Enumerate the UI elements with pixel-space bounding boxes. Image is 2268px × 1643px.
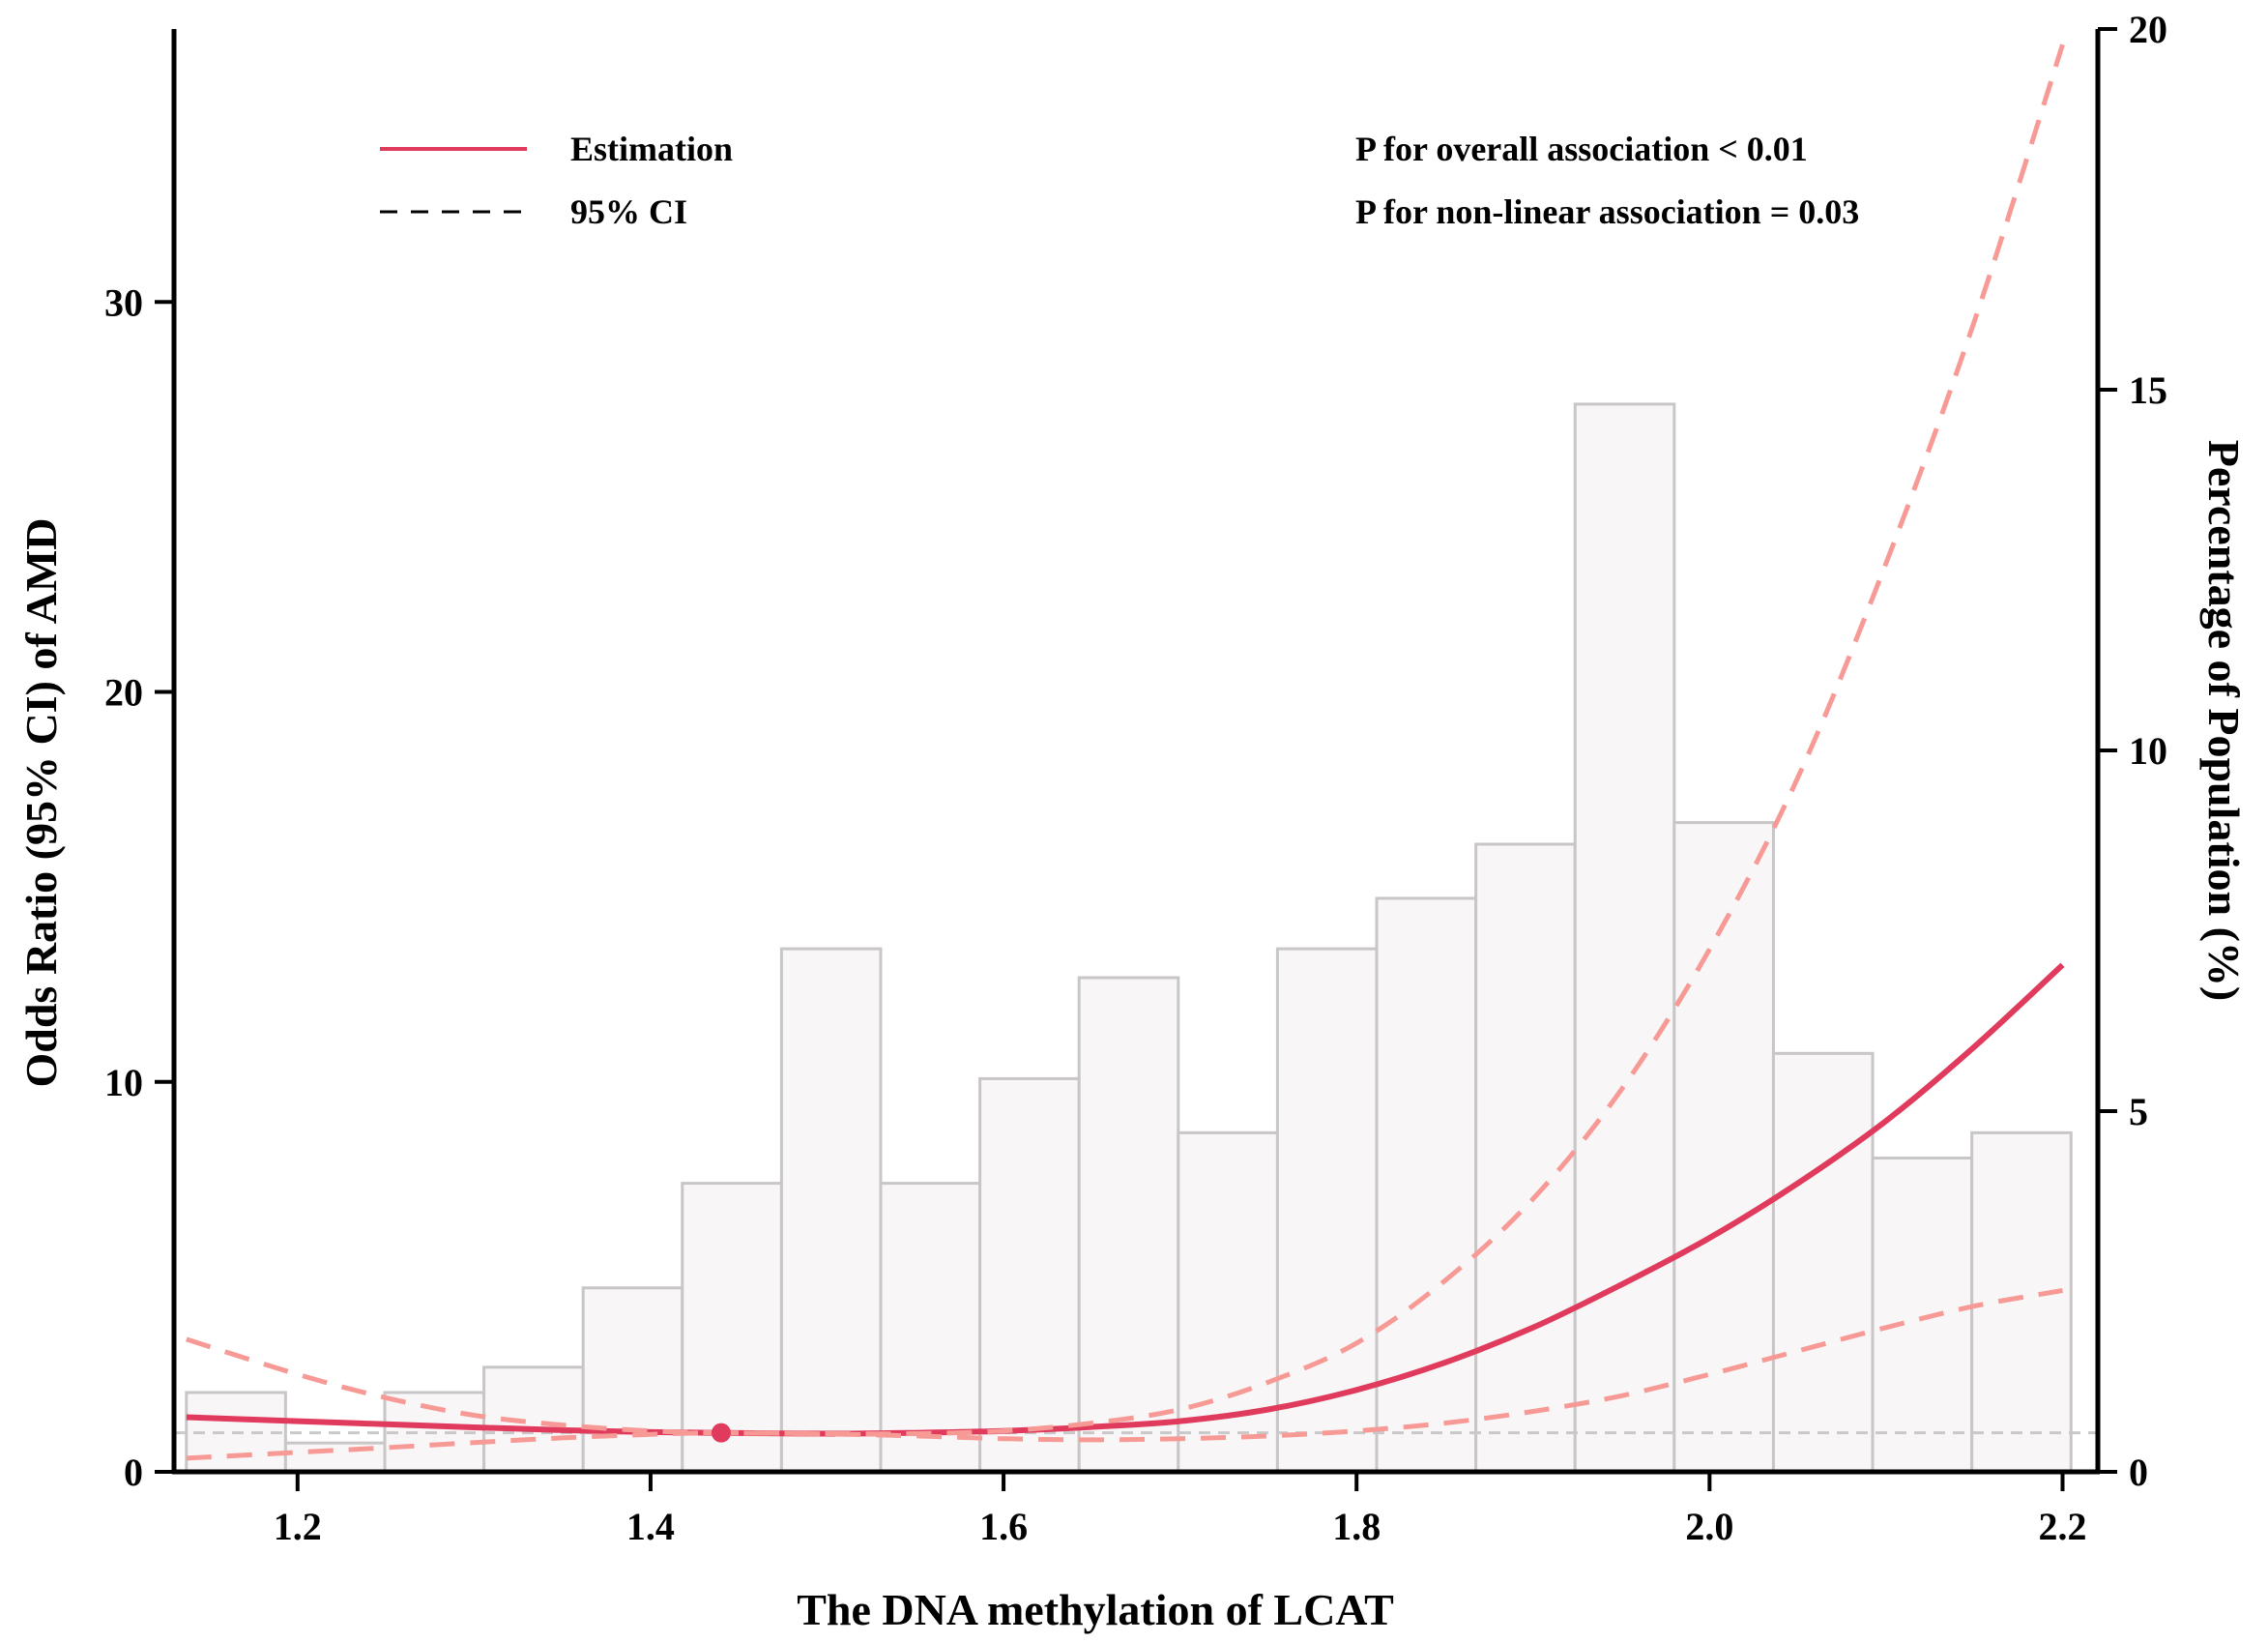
histogram-bar	[681, 1182, 783, 1474]
y2-tick-label: 5	[2129, 1090, 2148, 1133]
histogram-bar	[1771, 1051, 1875, 1474]
histogram-bar	[1275, 947, 1379, 1474]
y-tick-label: 30	[104, 280, 143, 324]
y-axis-title: Odds Ratio (95% CI) of AMD	[16, 517, 66, 1087]
ticks-group: 1.2 1.4 1.6 1.8 2.0 2.2 0 10 20 30 0 5 10 15 20	[104, 8, 2167, 1548]
y2-tick-label: 0	[2129, 1451, 2148, 1494]
annotation-nonlinear-p: P for non-linear association = 0.03	[1355, 192, 1859, 231]
x-tick-label: 2.0	[1685, 1505, 1733, 1548]
histogram-bar	[1375, 896, 1478, 1474]
x-tick-label: 1.6	[979, 1505, 1028, 1548]
x-tick-label: 1.8	[1332, 1505, 1381, 1548]
histogram-bars	[185, 402, 2073, 1474]
histogram-bar	[1970, 1130, 2073, 1474]
histogram-bar	[779, 947, 883, 1474]
legend: Estimation 95% CI	[380, 130, 733, 231]
reference-point	[711, 1423, 731, 1443]
x-axis-title: The DNA methylation of LCAT	[797, 1585, 1394, 1634]
annotation-overall-p: P for overall association < 0.01	[1355, 130, 1808, 168]
y2-tick-label: 20	[2129, 8, 2167, 51]
y-tick-label: 10	[104, 1061, 143, 1104]
x-tick-label: 1.4	[626, 1505, 675, 1548]
y-tick-label: 0	[124, 1451, 143, 1494]
histogram-bar	[482, 1365, 585, 1474]
estimation-curve	[186, 962, 2065, 1437]
histogram-bar	[879, 1182, 982, 1474]
histogram-bar	[1077, 976, 1180, 1474]
y-tick-label: 20	[104, 671, 143, 715]
legend-estimation-label: Estimation	[570, 130, 733, 168]
x-tick-label: 1.2	[274, 1505, 322, 1548]
histogram-bar	[1573, 402, 1676, 1474]
lower-ci-curve	[186, 1288, 2063, 1461]
y2-tick-label: 10	[2129, 729, 2167, 773]
legend-ci-label: 95% CI	[570, 192, 687, 231]
y2-axis-title: Percentage of Population (%)	[2199, 440, 2249, 1001]
histogram-bar	[1871, 1156, 1974, 1474]
histogram-bar	[1474, 842, 1577, 1474]
histogram-bar	[581, 1286, 684, 1474]
y2-tick-label: 15	[2129, 368, 2167, 412]
upper-ci-curve	[186, 44, 2065, 1437]
histogram-bar	[978, 1076, 1081, 1474]
curves-group	[186, 44, 2065, 1461]
x-tick-label: 2.2	[2038, 1505, 2086, 1548]
